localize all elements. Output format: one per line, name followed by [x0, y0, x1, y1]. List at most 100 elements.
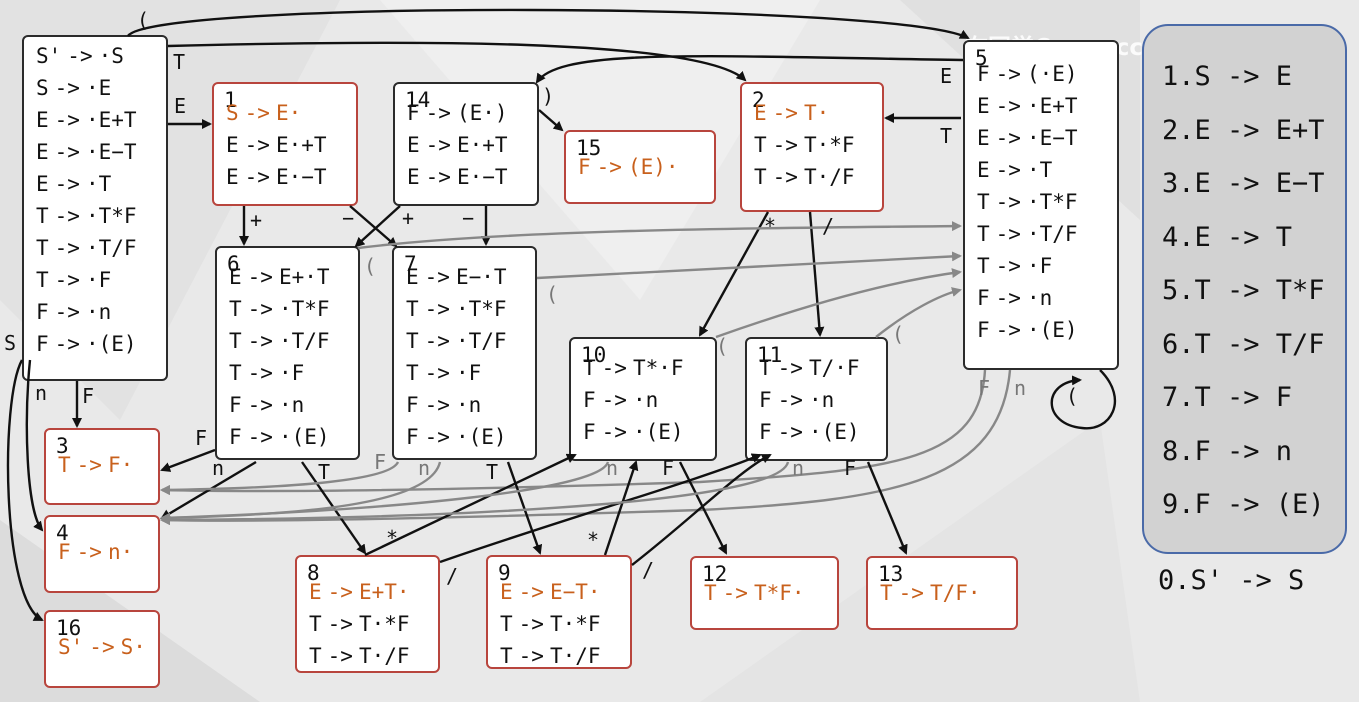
lr-item: T -> T·/F — [754, 161, 855, 193]
item-lhs: F — [406, 425, 419, 449]
item-arrow: -> — [55, 328, 80, 360]
item-lhs: T — [704, 581, 717, 605]
item-lhs: E — [309, 580, 322, 604]
item-arrow: -> — [773, 129, 798, 161]
transition-symbol: T — [486, 462, 498, 482]
item-arrow: -> — [426, 97, 451, 129]
lr-item: E -> ·T — [36, 168, 137, 200]
item-rhs: ·E+T — [1027, 94, 1078, 118]
lr-item: T -> ·T*F — [977, 186, 1078, 218]
item-rhs: T·/F — [359, 644, 410, 668]
lr-item: T -> ·F — [977, 250, 1078, 282]
item-rhs: ·E−T — [1027, 126, 1078, 150]
transition-symbol: ( — [1066, 386, 1078, 406]
transition-symbol: − — [462, 208, 474, 228]
item-lhs: T — [229, 361, 242, 385]
item-rhs: ·E−T — [86, 140, 137, 164]
item-lhs: T — [500, 612, 513, 636]
item-lhs: F — [583, 420, 596, 444]
state-5: 5 F -> (·E) E -> ·E+T E -> ·E−T E -> ·T T -> ·T*F T -> ·T/… — [963, 40, 1119, 370]
item-lhs: T — [309, 612, 322, 636]
transition-symbol: S — [4, 333, 16, 353]
item-rhs: ·(E) — [86, 332, 137, 356]
transition-symbol: F — [82, 386, 94, 406]
item-lhs: S' — [36, 44, 61, 68]
item-arrow: -> — [426, 129, 451, 161]
item-rhs: ·T — [86, 172, 111, 196]
item-arrow: -> — [425, 389, 450, 421]
state-7: 7 E -> E−·T T -> ·T*F T -> ·T/F T -> ·F F -> ·n F -> ·(E) — [392, 246, 537, 460]
state-14: 14 F -> (E·) E -> E·+T E -> E·−T — [393, 82, 539, 206]
item-lhs: S — [36, 76, 49, 100]
item-rhs: ·(E) — [1027, 318, 1078, 342]
transition-symbol: ( — [716, 336, 728, 356]
item-rhs: ·F — [1027, 254, 1052, 278]
grammar-rules-panel: 1.S -> E 2.E -> E+T 3.E -> E−T 4.E -> T 5.T … — [1142, 24, 1347, 554]
item-arrow: -> — [996, 186, 1021, 218]
item-arrow: -> — [77, 449, 102, 481]
item-lhs: T — [583, 356, 596, 380]
item-rhs: E· — [276, 101, 301, 125]
item-rhs: ·(E) — [279, 425, 330, 449]
item-lhs: S' — [58, 635, 83, 659]
item-lhs: F — [406, 393, 419, 417]
item-rhs: F· — [108, 453, 133, 477]
item-arrow: -> — [245, 129, 270, 161]
transition-symbol: F — [195, 428, 207, 448]
item-arrow: -> — [248, 325, 273, 357]
item-rhs: E·−T — [276, 165, 327, 189]
lr-item: T -> ·F — [229, 357, 330, 389]
lr-item: F -> ·(E) — [583, 416, 684, 448]
transition-symbol: E — [174, 96, 186, 116]
transition-symbol: * — [386, 528, 398, 548]
item-lhs: F — [977, 318, 990, 342]
item-rhs: ·E — [86, 76, 111, 100]
item-rhs: ·T/F — [86, 236, 137, 260]
lr-item: E -> ·E+T — [36, 104, 137, 136]
lr-item: F -> ·n — [583, 384, 684, 416]
item-lhs: E — [36, 140, 49, 164]
item-lhs: F — [977, 286, 990, 310]
item-lhs: T — [309, 644, 322, 668]
item-lhs: E — [36, 108, 49, 132]
lr-item: F -> ·n — [977, 282, 1078, 314]
item-arrow: -> — [55, 200, 80, 232]
item-arrow: -> — [996, 58, 1021, 90]
item-arrow: -> — [55, 296, 80, 328]
item-lhs: F — [759, 388, 772, 412]
transition-symbol: T — [318, 462, 330, 482]
lr-item: F -> ·n — [229, 389, 330, 421]
lr-item: T -> T·*F — [500, 608, 601, 640]
transition-symbol: n — [606, 458, 618, 478]
lr-item: E -> E+·T — [229, 261, 330, 293]
item-lhs: F — [759, 420, 772, 444]
item-arrow: -> — [996, 314, 1021, 346]
state-12: 12 T -> T*F· — [690, 556, 839, 630]
item-lhs: F — [36, 300, 49, 324]
item-rhs: ·F — [456, 361, 481, 385]
item-rhs: ·S — [99, 44, 124, 68]
state-1: 1 S -> E· E -> E·+T E -> E·−T — [212, 82, 358, 206]
item-lhs: F — [229, 425, 242, 449]
transition-symbol: ) — [542, 86, 554, 106]
item-rhs: ·n — [633, 388, 658, 412]
grammar-rule: 3.E -> E−T — [1162, 169, 1325, 199]
transition-symbol: / — [446, 566, 458, 586]
transition-symbol: − — [342, 208, 354, 228]
item-arrow: -> — [425, 325, 450, 357]
lr-item: E -> E−T· — [500, 576, 601, 608]
state-2: 2 E -> T· T -> T·*F T -> T·/F — [740, 82, 884, 212]
item-arrow: -> — [723, 577, 748, 609]
item-rhs: T*F· — [754, 581, 805, 605]
item-rhs: ·n — [279, 393, 304, 417]
item-rhs: T·/F — [804, 165, 855, 189]
item-arrow: -> — [248, 389, 273, 421]
state-3: 3 T -> F· — [44, 428, 160, 505]
item-rhs: ·(E) — [456, 425, 507, 449]
lr-item: T -> ·T/F — [406, 325, 507, 357]
lr-item: F -> ·n — [759, 384, 860, 416]
item-rhs: ·T*F — [456, 297, 507, 321]
transition-symbol: n — [792, 458, 804, 478]
item-rhs: (·E) — [1027, 62, 1078, 86]
lr-item: E -> ·E+T — [977, 90, 1078, 122]
